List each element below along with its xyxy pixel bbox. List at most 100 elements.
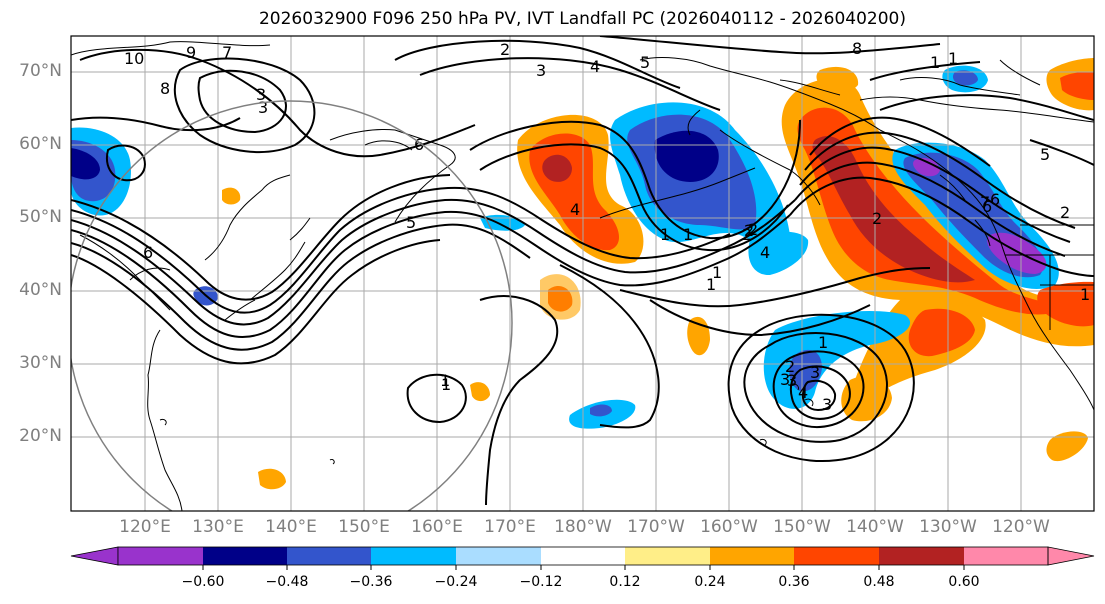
contour-label: 1	[930, 53, 940, 72]
contour-sw-canada	[1029, 139, 1094, 166]
pos-anomaly-baja-core	[908, 308, 975, 357]
contour-label: 8	[160, 79, 170, 98]
coast-alaska	[639, 57, 881, 206]
colorbar-bin	[964, 547, 1048, 565]
lat-label: 30°N	[19, 353, 62, 373]
contour-jet-5	[71, 239, 441, 365]
lat-label: 60°N	[19, 134, 62, 154]
colorbar-tick-marks	[202, 565, 965, 570]
lon-label: 160°E	[411, 517, 463, 537]
contour-label: 5	[640, 53, 650, 72]
pos-anomaly-far-east	[1046, 431, 1088, 462]
colorbar-tick-label: 0.48	[863, 574, 895, 590]
contour-label: 5	[1040, 145, 1050, 164]
contour-jet-3	[71, 186, 731, 314]
contour-label: 1	[1080, 285, 1090, 304]
neg-anomaly-central-pacific-core	[590, 404, 612, 417]
contour-jet-6	[71, 174, 451, 301]
contour-label: 1	[441, 375, 451, 394]
pos-anomaly-hudson	[816, 66, 859, 93]
lon-label: 130°E	[192, 517, 244, 537]
contour-ridge-3	[799, 146, 1071, 243]
contour-cutoff-4	[743, 332, 888, 443]
contour-label: 2	[744, 221, 754, 240]
lon-label: 160°W	[700, 517, 758, 537]
contour-north-2	[197, 69, 287, 134]
lon-label: 120°E	[119, 517, 171, 537]
pos-anomaly-se	[841, 376, 892, 422]
contour-label: 6	[143, 243, 153, 262]
colorbar-bin	[710, 547, 794, 565]
contour-label: 3	[822, 395, 832, 414]
lon-label: 120°W	[992, 517, 1050, 537]
map-content: 10 9 8 7 6 5 4 3 2 1 1 2 3 4 5 6 7 8 1 2…	[71, 36, 1094, 511]
contour-label: 1	[706, 275, 716, 294]
contour-label: 1	[818, 333, 828, 352]
contour-bering-trough	[469, 119, 801, 240]
colorbar-extend-low	[70, 546, 119, 566]
lon-label: 140°W	[846, 517, 904, 537]
coast-canada	[859, 59, 1094, 411]
contour-label: 1	[440, 371, 450, 390]
contour-central-pacific	[559, 264, 660, 429]
contour-asia-north	[71, 116, 241, 132]
contour-label: 1	[948, 49, 958, 68]
pos-anomaly-south-west	[258, 468, 286, 490]
neg-anomaly-bering-center	[654, 130, 719, 182]
lon-label: 170°W	[627, 517, 685, 537]
contour-labels: 10 9 8 7 6 5 4 3 2 1 1 2 3 4 5 6 7 8 1 2…	[124, 39, 1090, 414]
contour-label: 2	[500, 40, 510, 59]
coast-aleutians	[599, 167, 756, 219]
colorbar-bin	[541, 547, 625, 565]
pos-anomaly-west-pacific-halo	[540, 274, 581, 320]
contour-label: 3	[258, 98, 268, 117]
contour-north-5	[419, 57, 721, 111]
lat-label: 40°N	[19, 280, 62, 300]
contour-label: 7	[980, 193, 990, 212]
pos-anomaly-gulf-peak	[812, 136, 975, 283]
contour-ne-1	[879, 94, 1094, 121]
colorbar-tick-label: −0.60	[181, 574, 225, 590]
contour-bering-trough-2	[479, 143, 789, 252]
contour-ridge-1	[789, 176, 1094, 277]
contour-label: 7	[222, 43, 232, 62]
contour-jet-2	[71, 198, 796, 326]
colorbar-extend-high	[1047, 546, 1095, 566]
colorbar-bin	[456, 547, 541, 565]
contour-mid-pacific-2	[649, 299, 871, 337]
lon-label: 150°E	[338, 517, 390, 537]
colorbar-tick-label: 0.12	[609, 574, 641, 590]
contour-cutoff-1	[772, 350, 865, 428]
contour-north-1	[79, 48, 476, 158]
contour-mid-pacific-1	[619, 267, 931, 308]
neg-anomaly-asia-center	[71, 148, 100, 180]
contour-cutoff-2	[789, 365, 851, 420]
lon-label: 170°E	[484, 517, 536, 537]
map-frame	[70, 35, 1095, 512]
pv-contours	[71, 36, 1094, 506]
contour-label: 1	[660, 225, 670, 244]
neg-anomaly-aleutian-small	[480, 214, 525, 231]
lat-label: 20°N	[19, 426, 62, 446]
pos-anomaly-gulf-core	[797, 107, 1060, 315]
colorbar-bin	[794, 547, 879, 565]
contour-ridge-4	[804, 131, 1076, 229]
colorbar	[70, 546, 1095, 570]
lon-label: 130°W	[919, 517, 977, 537]
contour-label: 2	[748, 220, 758, 239]
contour-label: 6	[414, 135, 424, 154]
neg-anomaly-bering-small	[748, 231, 809, 276]
contour-ridge-2	[794, 161, 1066, 257]
lat-label: 70°N	[19, 61, 62, 81]
colorbar-tick-label: −0.36	[349, 574, 393, 590]
contour-label: 2	[872, 209, 882, 228]
contour-label: 4	[760, 243, 770, 262]
lat-label: 50°N	[19, 207, 62, 227]
colorbar-tick-label: 0.36	[778, 574, 810, 590]
colorbar-tick-label: −0.12	[519, 574, 563, 590]
contour-ridge-5	[809, 116, 991, 167]
colorbar-tick-label: 0.60	[948, 574, 980, 590]
contour-asia-loop	[106, 144, 146, 182]
figure-title: 2026032900 F096 250 hPa PV, IVT Landfall…	[258, 9, 906, 29]
contour-jet-1	[71, 210, 791, 339]
